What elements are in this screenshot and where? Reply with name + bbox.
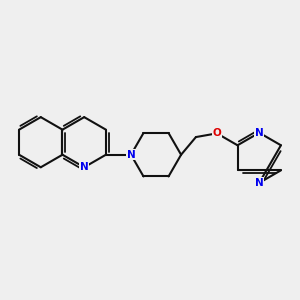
Text: N: N xyxy=(255,178,264,188)
Text: N: N xyxy=(127,150,135,160)
Text: N: N xyxy=(80,162,88,172)
Text: O: O xyxy=(212,128,221,138)
Text: N: N xyxy=(255,128,264,138)
